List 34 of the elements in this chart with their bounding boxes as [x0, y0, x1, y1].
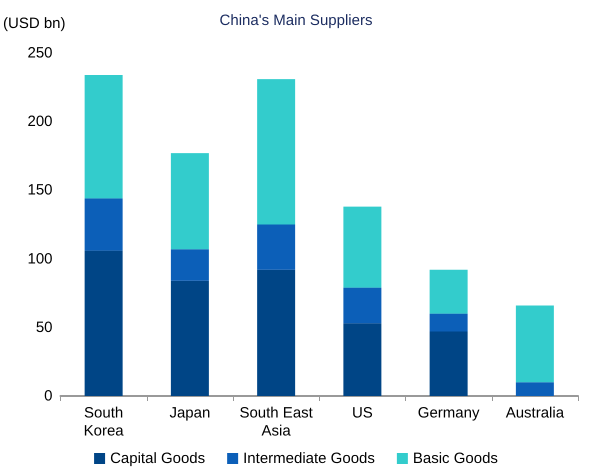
x-tick-label: US	[352, 404, 373, 422]
y-axis-title: (USD bn)	[2, 15, 66, 32]
bar	[516, 305, 554, 382]
bar	[257, 79, 296, 224]
x-tick-label: Japan	[169, 404, 210, 422]
legend-label: Basic Goods	[412, 450, 498, 467]
chart-title: China's Main Suppliers	[220, 12, 372, 29]
y-tick-label: 50	[36, 318, 53, 336]
legend-label: Capital Goods	[110, 450, 206, 467]
x-tick-label: South Korea	[84, 404, 124, 440]
bar	[257, 270, 296, 396]
y-tick-label: 250	[27, 44, 53, 62]
bar	[343, 288, 382, 324]
bar	[84, 74, 123, 198]
x-tick-label: Germany	[418, 404, 480, 422]
bar	[170, 153, 209, 250]
bar	[430, 332, 468, 396]
bar	[84, 198, 123, 251]
legend-label: Intermediate Goods	[243, 450, 375, 467]
y-tick-label: 150	[27, 182, 53, 199]
y-tick-label: 200	[27, 113, 53, 130]
x-tick-label: Australia	[506, 404, 565, 422]
x-tick-label: South East Asia	[239, 404, 314, 440]
y-tick-label: 0	[44, 388, 53, 404]
bar	[170, 280, 209, 396]
bar	[516, 382, 554, 396]
bar	[257, 224, 296, 270]
bar	[343, 206, 382, 288]
bar	[430, 270, 468, 314]
y-tick-label: 100	[27, 250, 53, 268]
bar	[170, 249, 209, 281]
bar	[84, 250, 123, 396]
bar	[430, 314, 468, 332]
bar	[343, 323, 382, 396]
